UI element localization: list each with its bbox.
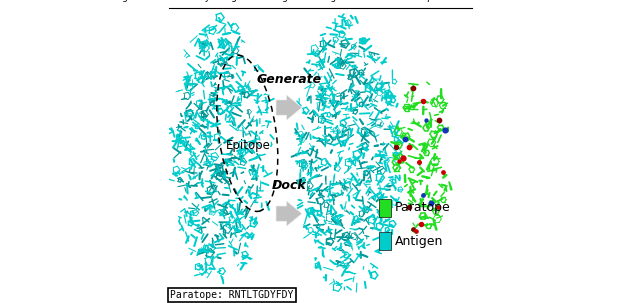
Text: Paratope: RNTLTGDYFDY: Paratope: RNTLTGDYFDY [170,290,293,300]
Text: Generate: Generate [256,73,321,86]
FancyBboxPatch shape [379,232,390,250]
FancyBboxPatch shape [379,199,390,217]
Text: Figure 3 for Antibody-Antigen Docking and Design via Hierarchical Equivariant Re: Figure 3 for Antibody-Antigen Docking an… [115,0,525,2]
Text: Epitope: Epitope [227,139,271,152]
Text: Antigen: Antigen [395,235,444,248]
Text: Paratope: Paratope [395,201,451,214]
Polygon shape [276,95,302,120]
Polygon shape [276,201,302,226]
Text: Dock: Dock [271,179,306,192]
